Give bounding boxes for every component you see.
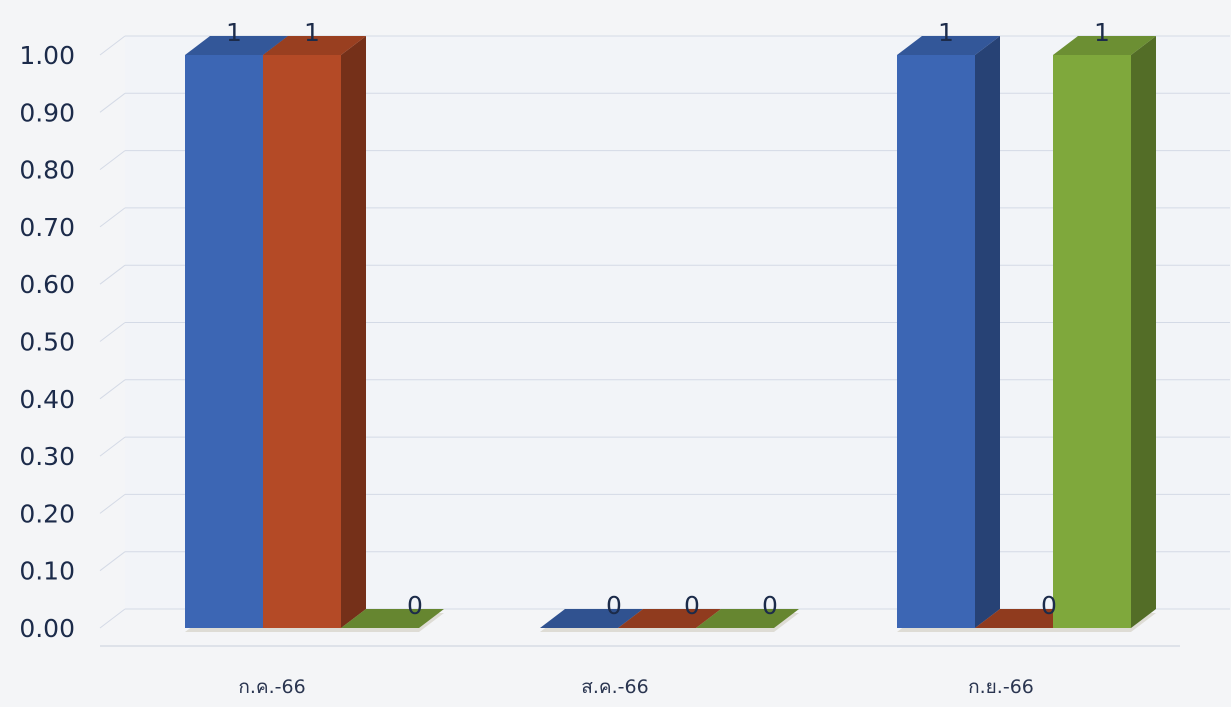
- gridline-side: [99, 436, 126, 457]
- y-tick-label: 0.80: [19, 156, 75, 185]
- bar: [263, 36, 366, 632]
- y-tick-label: 0.60: [19, 270, 75, 299]
- data-label: 1: [1094, 18, 1110, 47]
- gridline-side: [99, 92, 126, 113]
- y-tick-label: 0.30: [19, 442, 75, 471]
- y-tick-label: 0.90: [19, 98, 75, 127]
- data-label: 0: [684, 591, 700, 620]
- gridline-side: [99, 207, 126, 228]
- data-label: 1: [938, 18, 954, 47]
- y-tick-label: 0.70: [19, 213, 75, 242]
- gridline-side: [99, 35, 126, 56]
- bars: [185, 36, 1156, 632]
- y-axis-ticks: 0.00 0.10 0.20 0.30 0.40 0.50 0.60 0.70 0.80 0.90…: [19, 41, 75, 643]
- gridline-side: [99, 264, 126, 285]
- data-label: 0: [762, 591, 778, 620]
- gridline-side: [99, 322, 126, 342]
- gridline-side: [99, 150, 126, 170]
- bar: [975, 609, 1078, 632]
- x-tick-label: ก.ค.-66: [238, 676, 305, 698]
- y-tick-label: 0.40: [19, 385, 75, 414]
- bar: [540, 609, 643, 632]
- data-label: 0: [1041, 591, 1057, 620]
- gridline-side: [99, 379, 126, 400]
- data-label: 1: [304, 18, 320, 47]
- gridline-side: [99, 494, 126, 514]
- bar: [618, 609, 721, 632]
- y-tick-label: 0.10: [19, 557, 75, 586]
- data-label: 1: [226, 18, 242, 47]
- x-tick-label: ส.ค.-66: [581, 676, 648, 698]
- bar: [897, 36, 1000, 632]
- y-tick-label: 0.00: [19, 614, 75, 643]
- y-tick-label: 0.50: [19, 328, 75, 357]
- gridline-side: [99, 551, 126, 572]
- y-tick-label: 0.20: [19, 499, 75, 528]
- data-labels: 1 1 0 0 0 0 1 0 1: [226, 18, 1110, 620]
- x-tick-label: ก.ย.-66: [968, 676, 1034, 698]
- bar: [696, 609, 799, 632]
- bar: [341, 609, 444, 632]
- y-tick-label: 1.00: [19, 41, 75, 70]
- bar: [1053, 36, 1156, 632]
- x-axis-ticks: ก.ค.-66 ส.ค.-66 ก.ย.-66: [238, 676, 1034, 698]
- data-label: 0: [407, 591, 423, 620]
- gridline-side: [99, 608, 126, 629]
- data-label: 0: [606, 591, 622, 620]
